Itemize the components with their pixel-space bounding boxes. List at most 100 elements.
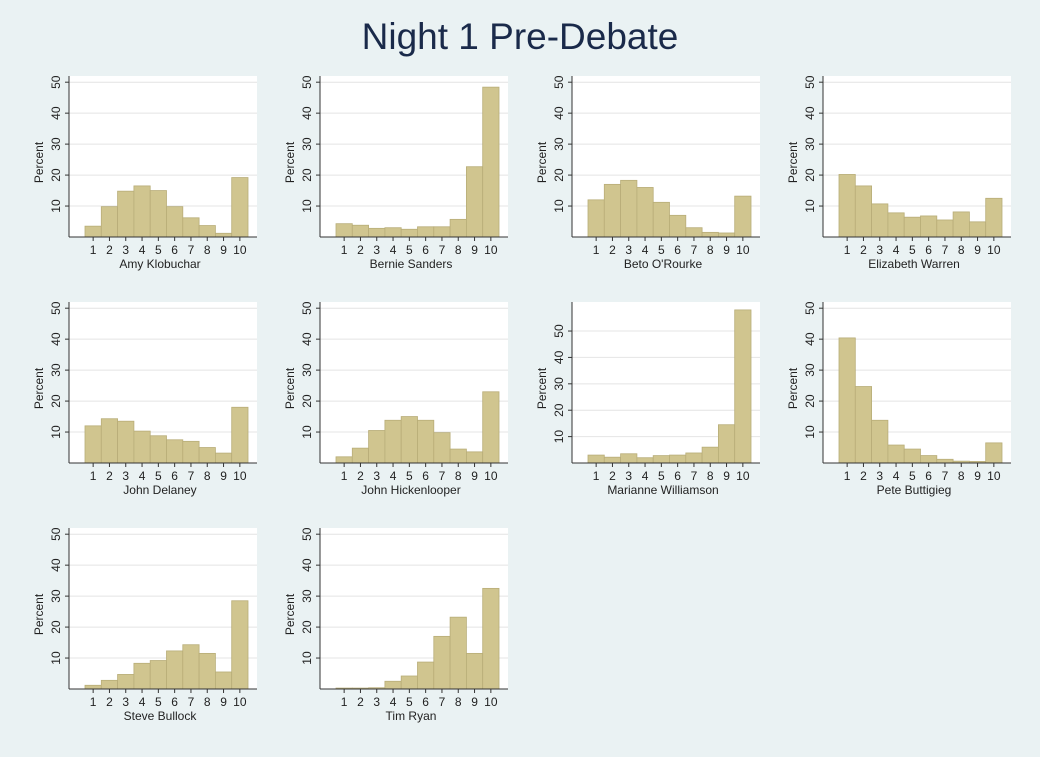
bar-7 xyxy=(936,219,954,238)
x-tick-label: 9 xyxy=(471,243,478,257)
x-tick-label: 7 xyxy=(439,243,446,257)
y-tick-label: 40 xyxy=(803,106,817,120)
x-tick-label: 1 xyxy=(593,469,600,483)
x-tick-label: 4 xyxy=(642,243,649,257)
page-title: Night 1 Pre-Debate xyxy=(361,16,679,57)
bar-9 xyxy=(465,166,484,238)
y-tick-label: 10 xyxy=(49,651,63,665)
x-axis-title: John Hickenlooper xyxy=(361,483,460,497)
bar-8 xyxy=(952,211,970,238)
bar-8 xyxy=(198,652,216,690)
x-tick-label: 4 xyxy=(390,243,397,257)
x-tick-label: 10 xyxy=(987,243,1001,257)
bar-6 xyxy=(669,214,687,238)
x-tick-label: 8 xyxy=(707,243,714,257)
x-tick-label: 10 xyxy=(233,695,247,709)
x-tick-label: 9 xyxy=(723,243,730,257)
y-tick-label: 50 xyxy=(300,301,314,315)
bar-10 xyxy=(482,391,500,464)
x-axis-title: Amy Klobuchar xyxy=(119,257,200,271)
y-axis-title: Percent xyxy=(283,593,297,635)
x-tick-label: 6 xyxy=(674,469,681,483)
bar-10 xyxy=(734,195,752,238)
bar-6 xyxy=(920,455,938,464)
x-axis-title: Tim Ryan xyxy=(386,709,437,723)
y-tick-label: 20 xyxy=(803,394,817,408)
y-tick-label: 50 xyxy=(803,75,817,89)
x-tick-label: 2 xyxy=(106,469,113,483)
x-tick-label: 1 xyxy=(341,695,348,709)
bar-9 xyxy=(214,452,233,464)
x-tick-label: 4 xyxy=(390,469,397,483)
x-tick-label: 5 xyxy=(155,695,162,709)
bar-6 xyxy=(166,206,184,238)
bar-1 xyxy=(84,425,102,464)
bar-4 xyxy=(636,187,654,238)
bar-3 xyxy=(871,419,889,464)
x-tick-label: 9 xyxy=(723,469,730,483)
bar-4 xyxy=(384,419,402,464)
y-tick-label: 50 xyxy=(300,527,314,541)
x-tick-label: 8 xyxy=(455,243,462,257)
y-axis-title: Percent xyxy=(786,367,800,409)
y-tick-label: 10 xyxy=(300,425,314,439)
x-tick-label: 8 xyxy=(204,469,211,483)
x-tick-label: 6 xyxy=(422,469,429,483)
x-tick-label: 3 xyxy=(122,695,129,709)
bar-2 xyxy=(351,447,370,464)
bar-5 xyxy=(149,435,167,464)
bar-7 xyxy=(433,226,451,238)
bar-4 xyxy=(887,444,905,464)
y-tick-label: 10 xyxy=(49,199,63,213)
x-tick-label: 2 xyxy=(106,695,113,709)
x-tick-label: 5 xyxy=(658,469,665,483)
bar-4 xyxy=(384,227,402,238)
x-tick-label: 7 xyxy=(188,243,195,257)
y-tick-label: 50 xyxy=(803,301,817,315)
x-tick-label: 2 xyxy=(860,243,867,257)
bar-8 xyxy=(701,231,719,238)
bar-1 xyxy=(84,684,102,690)
y-tick-label: 20 xyxy=(49,620,63,634)
bar-2 xyxy=(854,386,873,464)
bar-4 xyxy=(384,680,402,690)
bar-10 xyxy=(231,177,249,238)
y-tick-label: 30 xyxy=(552,137,566,151)
x-tick-label: 7 xyxy=(439,695,446,709)
bar-8 xyxy=(449,616,467,690)
x-tick-label: 6 xyxy=(171,469,178,483)
y-tick-label: 30 xyxy=(803,363,817,377)
bar-8 xyxy=(701,446,719,464)
bar-1 xyxy=(587,199,605,238)
y-tick-label: 40 xyxy=(49,332,63,346)
bar-10 xyxy=(985,197,1003,238)
histogram-amy-klobuchar: 10 20 30 40 50 1 2 3 4 5 6 7 8 9 10 Percent Amy Klobucha… xyxy=(32,75,257,271)
x-tick-label: 8 xyxy=(958,243,965,257)
bar-1 xyxy=(587,454,605,464)
x-tick-label: 3 xyxy=(876,469,883,483)
x-tick-label: 1 xyxy=(341,243,348,257)
x-tick-label: 5 xyxy=(155,243,162,257)
x-tick-label: 3 xyxy=(625,469,632,483)
bar-7 xyxy=(685,227,703,238)
x-tick-label: 8 xyxy=(707,469,714,483)
histogram-bernie-sanders: 10 20 30 40 50 1 2 3 4 5 6 7 8 9 10 Percent Bernie Sande… xyxy=(283,75,508,271)
x-axis-title: Marianne Williamson xyxy=(607,483,718,497)
x-tick-label: 10 xyxy=(484,469,498,483)
bar-2 xyxy=(351,224,370,238)
y-tick-label: 40 xyxy=(803,332,817,346)
histogram-elizabeth-warren: 10 20 30 40 50 1 2 3 4 5 6 7 8 9 10 Percent Elizabeth Wa… xyxy=(786,75,1011,271)
x-tick-label: 5 xyxy=(406,469,413,483)
x-tick-label: 1 xyxy=(844,243,851,257)
bar-6 xyxy=(669,454,687,464)
x-tick-label: 2 xyxy=(106,243,113,257)
x-tick-label: 3 xyxy=(373,469,380,483)
y-tick-label: 20 xyxy=(552,168,566,182)
y-tick-label: 20 xyxy=(803,168,817,182)
y-tick-label: 10 xyxy=(552,199,566,213)
x-tick-label: 8 xyxy=(455,695,462,709)
y-axis-title: Percent xyxy=(283,367,297,409)
bar-10 xyxy=(482,86,500,238)
y-axis-title: Percent xyxy=(32,593,46,635)
bar-3 xyxy=(117,674,135,690)
